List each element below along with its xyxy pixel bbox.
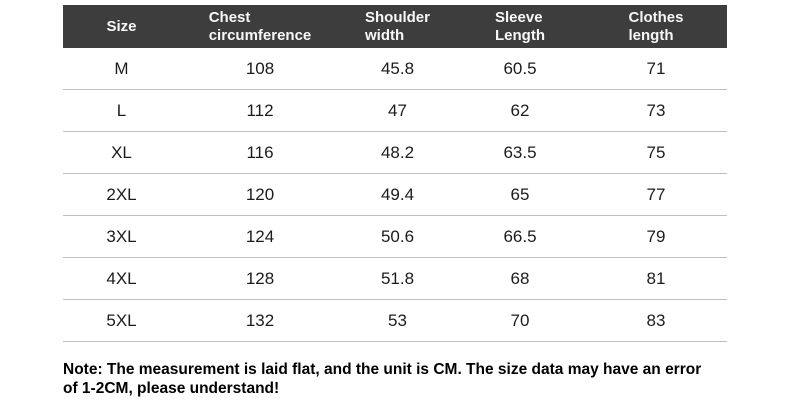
table-row: 2XL 120 49.4 65 77: [63, 173, 727, 216]
value-cell: 48.2: [340, 131, 455, 174]
column-header-label: Clothes length: [628, 8, 684, 44]
size-cell: 5XL: [63, 299, 180, 342]
value-cell: 70: [455, 299, 585, 342]
table-row: 4XL 128 51.8 68 81: [63, 257, 727, 300]
measurement-note: Note: The measurement is laid flat, and …: [63, 361, 702, 397]
value-cell: 81: [585, 257, 727, 300]
value-cell: 116: [180, 131, 340, 174]
value-cell: 132: [180, 299, 340, 342]
value-cell: 120: [180, 173, 340, 216]
column-header-label: Size: [106, 17, 137, 35]
value-cell: 71: [585, 48, 727, 90]
size-cell: L: [63, 89, 180, 132]
value-cell: 124: [180, 215, 340, 258]
column-header-label: Sleeve Length: [495, 8, 545, 44]
column-header-label: Shoulder width: [364, 8, 430, 44]
value-cell: 53: [340, 299, 455, 342]
size-cell: M: [63, 48, 180, 90]
table-header: Size Chest circumference Shoulder width Sle…: [63, 5, 727, 48]
column-header-shoulder-width: Shoulder width: [340, 5, 455, 48]
value-cell: 62: [455, 89, 585, 132]
value-cell: 112: [180, 89, 340, 132]
column-header-clothes-length: Clothes length: [585, 5, 727, 48]
value-cell: 65: [455, 173, 585, 216]
value-cell: 45.8: [340, 48, 455, 90]
column-header-sleeve-length: Sleeve Length: [455, 5, 585, 48]
table-row: L 112 47 62 73: [63, 89, 727, 132]
value-cell: 49.4: [340, 173, 455, 216]
table-row: XL 116 48.2 63.5 75: [63, 131, 727, 174]
value-cell: 108: [180, 48, 340, 90]
size-chart-panel: Size Chest circumference Shoulder width Sle…: [63, 5, 727, 397]
size-cell: XL: [63, 131, 180, 174]
column-header-chest-circumference: Chest circumference: [180, 5, 340, 48]
value-cell: 68: [455, 257, 585, 300]
value-cell: 83: [585, 299, 727, 342]
column-header-label: Chest circumference: [208, 8, 312, 44]
table-row: 5XL 132 53 70 83: [63, 299, 727, 342]
value-cell: 77: [585, 173, 727, 216]
value-cell: 128: [180, 257, 340, 300]
value-cell: 63.5: [455, 131, 585, 174]
value-cell: 47: [340, 89, 455, 132]
table-body: M 108 45.8 60.5 71 L 112 47 62 73 XL 116 48.2 63.5 75 2…: [63, 48, 727, 342]
size-cell: 4XL: [63, 257, 180, 300]
column-header-size: Size: [63, 5, 180, 48]
value-cell: 66.5: [455, 215, 585, 258]
table-row: M 108 45.8 60.5 71: [63, 48, 727, 90]
value-cell: 73: [585, 89, 727, 132]
size-cell: 2XL: [63, 173, 180, 216]
value-cell: 79: [585, 215, 727, 258]
value-cell: 60.5: [455, 48, 585, 90]
value-cell: 75: [585, 131, 727, 174]
value-cell: 50.6: [340, 215, 455, 258]
size-cell: 3XL: [63, 215, 180, 258]
size-chart-table: Size Chest circumference Shoulder width Sle…: [63, 5, 727, 342]
value-cell: 51.8: [340, 257, 455, 300]
table-row: 3XL 124 50.6 66.5 79: [63, 215, 727, 258]
table-header-row: Size Chest circumference Shoulder width Sle…: [63, 5, 727, 48]
